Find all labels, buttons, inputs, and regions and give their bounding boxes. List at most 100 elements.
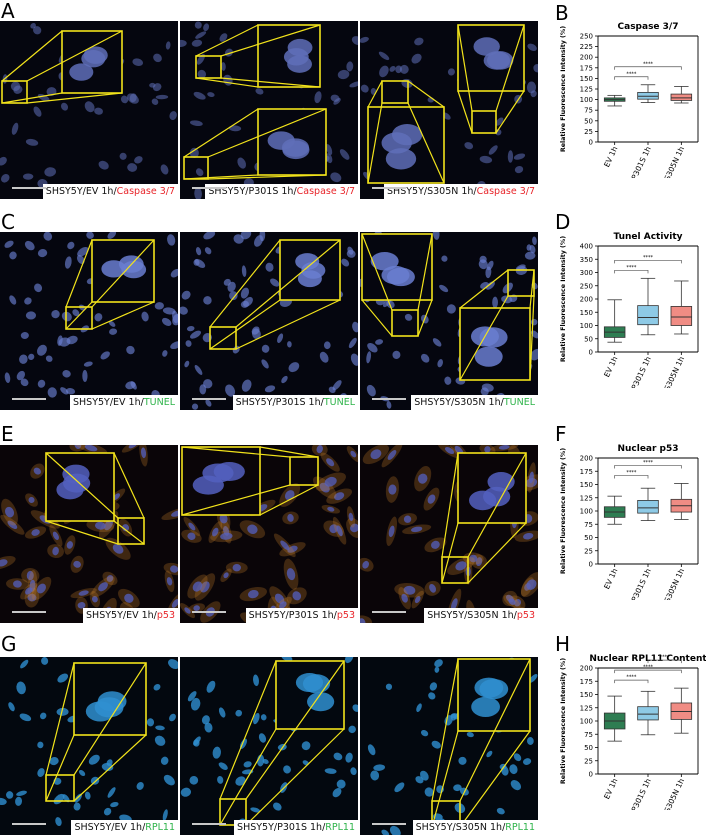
cell-nucleus — [349, 81, 358, 88]
cell-nucleus — [57, 335, 63, 346]
cell-nucleus — [453, 784, 462, 792]
significance-bracket — [614, 76, 649, 80]
cell-nucleus — [507, 150, 514, 163]
scale-bar — [192, 398, 226, 400]
cell-nucleus — [444, 447, 455, 455]
cell-nucleus — [229, 291, 238, 301]
image-caption: SHSY5Y/S305N 1h/p53 — [424, 608, 538, 623]
cell-nucleus — [100, 351, 110, 360]
image-caption: SHSY5Y/P301S 1h/Caspase 3/7 — [205, 184, 358, 199]
cell-nucleus — [370, 449, 382, 460]
y-tick-label: 225 — [580, 43, 593, 51]
cell-nucleus — [411, 53, 422, 64]
x-tick-label: P301S 1h — [630, 567, 653, 600]
y-tick-label: 125 — [580, 86, 593, 94]
cell-nucleus — [205, 399, 212, 407]
cell-nucleus — [485, 281, 495, 290]
cell-nucleus — [274, 593, 285, 604]
cell-nucleus — [283, 765, 291, 774]
cell-nucleus — [84, 101, 95, 113]
cell-nucleus — [62, 794, 70, 803]
y-tick-label: 150 — [580, 309, 593, 317]
cell-nucleus — [455, 561, 467, 571]
cell-nucleus — [351, 36, 358, 46]
x-tick-label: S305N 1h — [663, 355, 687, 388]
cell-nucleus — [203, 296, 212, 305]
y-tick-label: 50 — [584, 744, 593, 752]
cell-nucleus — [524, 251, 536, 260]
cell-nucleus — [366, 384, 376, 397]
cell-nucleus — [237, 157, 247, 169]
significance-label: **** — [660, 655, 671, 661]
cell-nucleus — [194, 258, 206, 268]
cell-nucleus — [128, 445, 138, 449]
cell-nucleus — [88, 754, 100, 765]
cell-nucleus — [389, 825, 401, 835]
cell-nucleus — [203, 379, 213, 389]
cell-nucleus — [375, 339, 384, 345]
cell-nucleus — [204, 722, 213, 733]
cell-nucleus — [83, 361, 93, 367]
significance-label: **** — [643, 255, 654, 261]
cell-nucleus — [277, 333, 284, 343]
cell-nucleus — [207, 92, 215, 97]
y-tick-label: 0 — [589, 561, 593, 569]
cell-nucleus — [434, 666, 440, 673]
zoom-frame — [279, 239, 341, 301]
y-tick-label: 175 — [580, 678, 593, 686]
x-tick-label: EV 1h — [602, 355, 619, 379]
y-tick-label: 150 — [580, 481, 593, 489]
cell-nucleus — [43, 232, 53, 241]
micrograph-a-ev: SHSY5Y/EV 1h/Caspase 3/7 — [0, 21, 178, 199]
cell-nucleus — [185, 340, 192, 347]
cell-nucleus — [64, 256, 72, 269]
cell-nucleus — [360, 84, 369, 93]
cell-nucleus — [169, 713, 176, 722]
cell-nucleus — [37, 94, 50, 102]
micrograph-g-s305n: SHSY5Y/S305N 1h/RPL11 — [360, 657, 538, 835]
cell-nucleus — [6, 791, 14, 799]
significance-bracket — [647, 659, 682, 664]
cell-nucleus — [528, 674, 538, 683]
micrograph-c-p301s: SHSY5Y/P301S 1h/TUNEL — [180, 232, 358, 410]
cell-nucleus — [77, 246, 89, 257]
cell-nucleus — [360, 36, 369, 43]
cell-nucleus — [532, 236, 537, 246]
cell-nucleus — [106, 575, 114, 582]
cell-nucleus — [19, 354, 28, 364]
cell-nucleus — [187, 691, 197, 702]
cell-nucleus — [180, 787, 192, 797]
zoom-frame — [181, 446, 261, 516]
cell-nucleus — [330, 172, 342, 183]
cell-nucleus — [526, 579, 537, 590]
cell-nucleus — [170, 268, 178, 278]
zoom-frame — [457, 452, 527, 524]
cell-nucleus — [52, 546, 59, 556]
cell-nucleus — [235, 776, 246, 786]
cell-nucleus — [161, 317, 172, 327]
cell-nucleus — [444, 376, 452, 385]
chart-f: Nuclear p53 Relative Fluorescence Intensi… — [552, 440, 706, 600]
y-tick-label: 200 — [580, 665, 593, 673]
micrograph-e-s305n: SHSY5Y/S305N 1h/p53 — [360, 445, 538, 623]
zoom-frame — [471, 110, 497, 134]
cell-nucleus — [151, 98, 159, 106]
y-tick-label: 125 — [580, 494, 593, 502]
cell-nucleus — [350, 450, 357, 458]
x-tick-label: P301S 1h — [630, 145, 653, 178]
cell-nucleus — [84, 791, 91, 800]
cell-nucleus — [447, 68, 455, 76]
cell-nucleus — [24, 240, 35, 251]
cell-nucleus — [154, 302, 164, 310]
cell-nucleus — [247, 524, 258, 535]
y-tick-label: 200 — [580, 54, 593, 62]
cell-nucleus — [171, 599, 178, 608]
cell-nucleus — [262, 758, 269, 764]
cell-nucleus — [466, 732, 474, 738]
cell-nucleus — [399, 64, 409, 74]
cell-nucleus — [25, 311, 37, 320]
cell-nucleus — [479, 255, 487, 263]
cell-nucleus — [362, 560, 370, 569]
cell-nucleus — [60, 102, 69, 111]
cell-nucleus — [9, 295, 17, 305]
